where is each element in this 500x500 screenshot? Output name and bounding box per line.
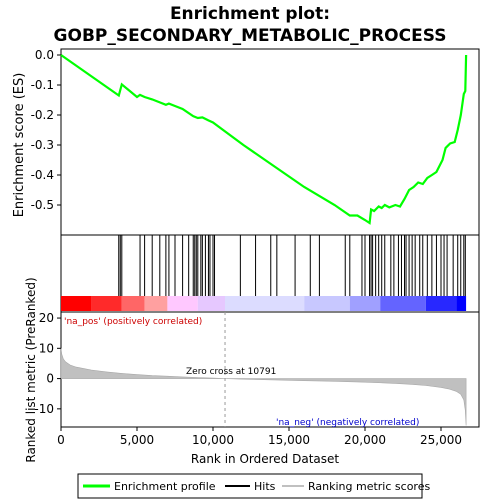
chart-title-line1: Enrichment plot:	[170, 4, 330, 24]
ranking-metric-area	[60, 348, 467, 426]
es-y-tick-label: -0.1	[31, 78, 54, 92]
x-tick-label: 20,000	[344, 433, 386, 447]
es-y-tick-label: -0.2	[31, 108, 54, 122]
metric-y-tick-label: 0	[46, 372, 54, 386]
metric-y-tick-label: 10	[39, 341, 54, 355]
metric-y-axis-label: Ranked list metric (PreRanked)	[24, 277, 38, 462]
x-tick-label: 5,000	[120, 433, 154, 447]
es-plot-layer: 0.0 -0.1 -0.2 -0.3 -0.4 -0.5	[31, 48, 468, 225]
metric-y-tick-label: -10	[34, 402, 54, 416]
heatmap-segment	[61, 296, 92, 311]
heatmap-segment	[304, 296, 350, 311]
es-panel-frame	[60, 48, 480, 236]
x-tick-label: 0	[57, 433, 65, 447]
heatmap-segment	[197, 296, 226, 311]
heatmap-segment	[144, 296, 168, 311]
metric-panel-frame	[60, 311, 480, 428]
enrichment-profile-line	[60, 54, 468, 225]
heatmap-segment	[121, 296, 145, 311]
es-y-tick-label: -0.3	[31, 138, 54, 152]
legend-hits-label: Hits	[254, 480, 276, 493]
x-axis: 0 5,000 10,000 15,000 20,000 25,000	[57, 427, 462, 447]
es-y-tick-label: -0.5	[31, 198, 54, 212]
heatmap-segment	[456, 296, 467, 311]
negative-correlation-label: 'na_neg' (negatively correlated)	[276, 418, 419, 428]
es-y-tick-label: 0.0	[35, 48, 54, 62]
heatmap-segment	[349, 296, 381, 311]
ranked-heatmap-bar	[61, 296, 467, 311]
x-tick-label: 10,000	[192, 433, 234, 447]
es-y-axis-label: Enrichment score (ES)	[12, 73, 27, 218]
legend-enrichment-label: Enrichment profile	[114, 480, 216, 493]
heatmap-segment	[225, 296, 305, 311]
x-tick-label: 15,000	[268, 433, 310, 447]
chart-title-line2: GOBP_SECONDARY_METABOLIC_PROCESS	[54, 26, 447, 46]
positive-correlation-label: 'na_pos' (positively correlated)	[64, 317, 202, 327]
metric-y-tick-label: 20	[39, 311, 54, 325]
zero-cross-label: Zero cross at 10791	[186, 367, 276, 377]
heatmap-segment	[91, 296, 122, 311]
heatmap-segment	[380, 296, 426, 311]
x-tick-label: 25,000	[420, 433, 462, 447]
heatmap-segment	[425, 296, 457, 311]
heatmap-segment	[167, 296, 198, 311]
metric-plot-layer: 20 10 0 -10	[34, 311, 467, 427]
es-y-tick-label: -0.4	[31, 168, 54, 182]
legend-metric-label: Ranking metric scores	[308, 480, 430, 493]
hits-layer	[118, 235, 466, 296]
x-axis-label: Rank in Ordered Dataset	[191, 452, 339, 466]
